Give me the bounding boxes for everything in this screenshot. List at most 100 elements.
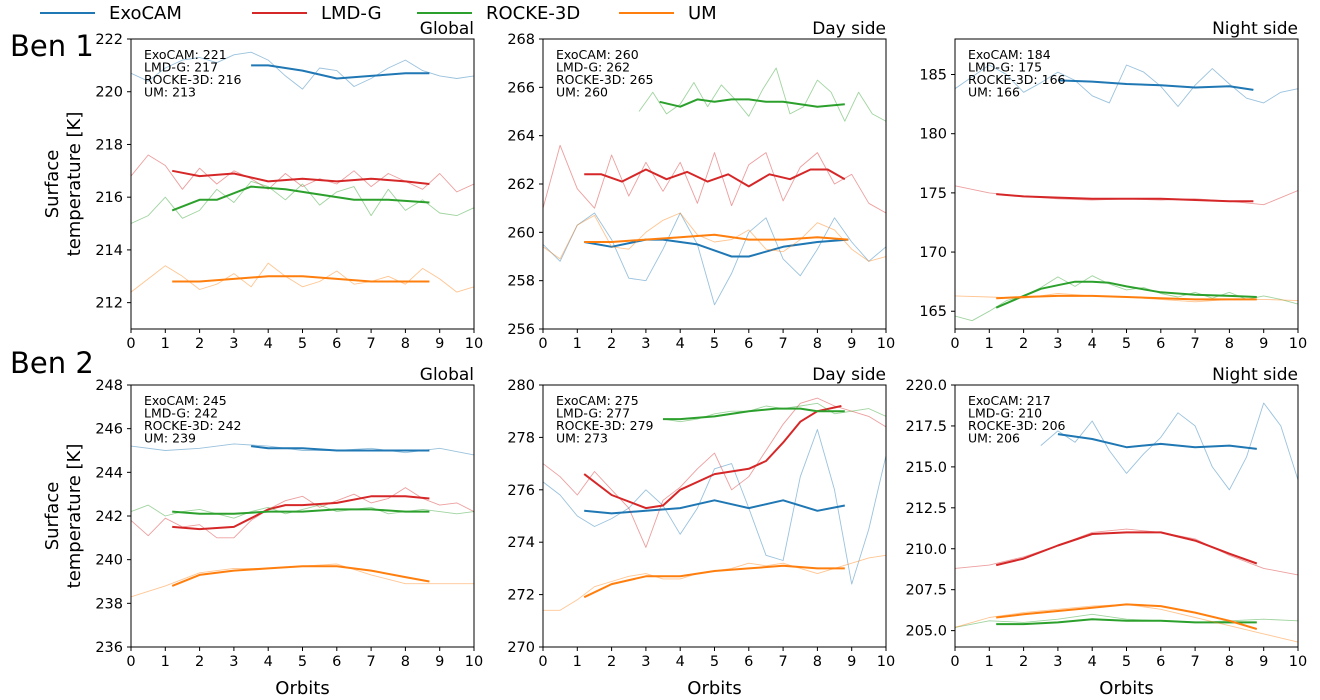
- y-tick-label: 220.0: [905, 378, 947, 394]
- series-mean-rocke-3d: [172, 508, 430, 515]
- x-tick-label: 5: [298, 336, 307, 352]
- x-tick-label: 8: [401, 654, 410, 670]
- series-raw-lmd-g: [131, 154, 474, 193]
- x-tick-label: 2: [607, 654, 616, 670]
- annotation-exocam: ExoCAM: 221: [144, 47, 227, 62]
- x-tick-label: 10: [465, 336, 483, 352]
- annotation-rocke-3d: ROCKE-3D: 279: [556, 418, 654, 433]
- series-mean-rocke-3d: [171, 185, 430, 212]
- x-tick-label: 3: [641, 336, 650, 352]
- series-group: [543, 67, 886, 306]
- y-tick-label: 270: [507, 640, 535, 656]
- x-tick-label: 1: [573, 654, 582, 670]
- row-label-ben-2: Ben 2: [10, 346, 94, 380]
- series-mean-lmd-g: [172, 495, 430, 531]
- x-tick-label: 6: [744, 654, 753, 670]
- y-tick-label: 214: [95, 243, 123, 259]
- series-group: [131, 443, 474, 598]
- series-mean-um: [996, 603, 1258, 630]
- y-tick-label: 276: [507, 483, 535, 499]
- legend-label-exocam: ExoCAM: [109, 3, 182, 24]
- y-tick-label: 238: [95, 596, 123, 612]
- annotation-rocke-3d: ROCKE-3D: 242: [144, 418, 241, 433]
- y-tick-label: 248: [95, 378, 123, 394]
- x-tick-label: 2: [195, 336, 204, 352]
- y-tick-label: 210.0: [905, 542, 947, 558]
- series-raw-rocke-3d: [955, 613, 1298, 628]
- x-tick-label: 6: [1156, 336, 1165, 352]
- legend-label-um: UM: [688, 3, 717, 24]
- annotation-lmd-g: LMD-G: 277: [556, 406, 630, 421]
- x-tick-label: 3: [229, 336, 238, 352]
- series-mean-exocam: [1057, 433, 1257, 450]
- annotation-rocke-3d: ROCKE-3D: 216: [144, 72, 242, 87]
- annotation-um: UM: 273: [556, 431, 608, 446]
- y-axis-label-row-2: Surface temperature [K]: [42, 444, 85, 589]
- x-tick-label: 1: [161, 654, 170, 670]
- x-tick-label: 1: [573, 336, 582, 352]
- x-tick-label: 0: [538, 336, 547, 352]
- series-group: [131, 51, 474, 293]
- panel-2-global: 0 1 2 3 4 5 6 7 8 9 10 236 238 240 242 244 246 248 Global E…: [95, 365, 483, 670]
- x-tick-label: 2: [1019, 336, 1028, 352]
- series-group: [543, 397, 886, 611]
- series-mean-lmd-g: [172, 169, 430, 185]
- annotation-exocam: ExoCAM: 275: [556, 393, 639, 408]
- x-tick-label: 2: [1019, 654, 1028, 670]
- legend-entry-rocke-3d: ROCKE-3D: [417, 3, 580, 24]
- x-tick-label: 8: [813, 654, 822, 670]
- x-tick-label: 1: [985, 336, 994, 352]
- x-tick-label: 2: [195, 654, 204, 670]
- annotation-lmd-g: LMD-G: 262: [556, 60, 630, 75]
- y-tick-label: 217.5: [905, 419, 947, 435]
- series-raw-exocam: [131, 443, 474, 456]
- annotation-rocke-3d: ROCKE-3D: 166: [968, 72, 1066, 87]
- y-tick-label: 218: [95, 137, 123, 153]
- x-tick-label: 9: [435, 336, 444, 352]
- annotation-um: UM: 166: [968, 85, 1020, 100]
- x-tick-label: 7: [366, 336, 375, 352]
- annotation-lmd-g: LMD-G: 210: [968, 406, 1042, 421]
- series-raw-um: [543, 554, 886, 611]
- y-tick-label: 266: [507, 80, 535, 96]
- row-label-ben-1: Ben 1: [10, 29, 94, 63]
- panel-title: Global: [420, 19, 474, 39]
- y-tick-label: 246: [95, 422, 123, 438]
- x-tick-label: 0: [126, 336, 135, 352]
- legend-entry-exocam: ExoCAM: [40, 3, 182, 24]
- series-mean-rocke-3d: [996, 618, 1257, 626]
- legend-label-rocke-3d: ROCKE-3D: [486, 3, 580, 24]
- x-tick-label: 3: [1053, 336, 1062, 352]
- x-tick-label: 2: [607, 336, 616, 352]
- y-tick-label: 260: [507, 225, 535, 241]
- series-mean-rocke-3d: [995, 280, 1257, 309]
- y-axis-label-line: Surface: [42, 150, 63, 219]
- annotation-lmd-g: LMD-G: 217: [144, 60, 218, 75]
- y-tick-label: 212: [95, 296, 123, 312]
- x-tick-label: 7: [366, 654, 375, 670]
- x-tick-label: 9: [1259, 654, 1268, 670]
- y-tick-label: 264: [507, 129, 535, 145]
- y-tick-label: 236: [95, 640, 123, 656]
- x-tick-label: 8: [401, 336, 410, 352]
- x-tick-label: 0: [950, 336, 959, 352]
- y-tick-label: 170: [919, 245, 947, 261]
- x-tick-label: 10: [465, 654, 483, 670]
- series-mean-exocam: [584, 499, 845, 515]
- y-tick-label: 175: [919, 186, 947, 202]
- series-raw-rocke-3d: [131, 504, 474, 519]
- y-tick-label: 180: [919, 127, 947, 143]
- series-mean-lmd-g: [995, 531, 1258, 567]
- x-tick-label: 4: [1088, 654, 1097, 670]
- x-tick-label: 0: [538, 654, 547, 670]
- x-tick-label: 6: [332, 336, 341, 352]
- annotation-exocam: ExoCAM: 260: [556, 47, 639, 62]
- legend-entry-lmd-g: LMD-G: [252, 3, 382, 24]
- x-tick-label: 8: [1225, 336, 1234, 352]
- x-tick-label: 3: [641, 654, 650, 670]
- legend-entry-um: UM: [619, 3, 717, 24]
- legend-label-lmd-g: LMD-G: [321, 3, 382, 24]
- series-group: [955, 64, 1298, 322]
- x-tick-label: 9: [1259, 336, 1268, 352]
